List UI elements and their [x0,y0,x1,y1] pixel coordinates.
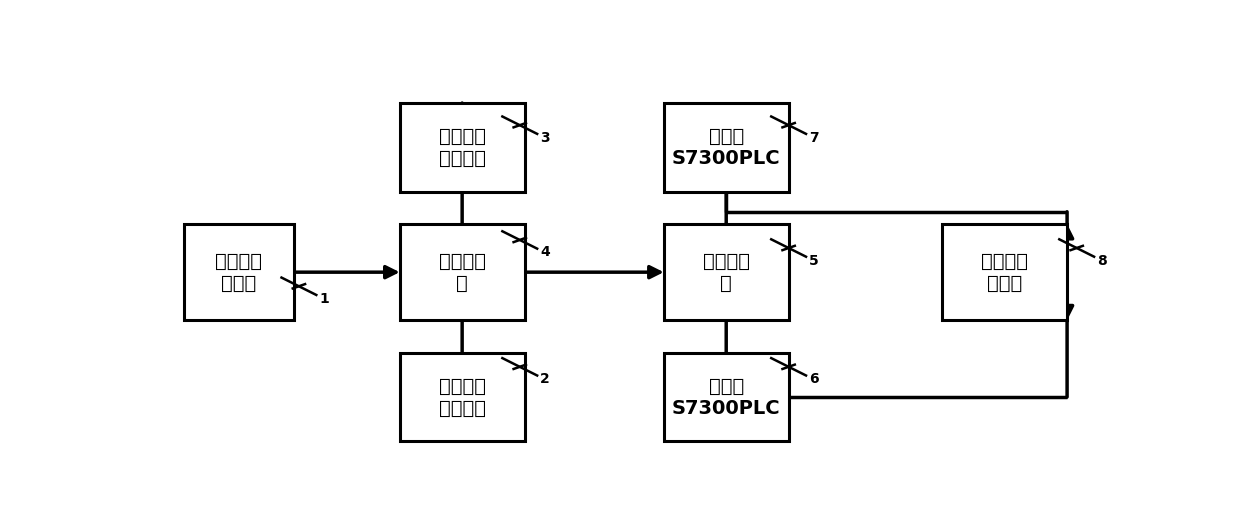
Bar [664,224,789,321]
Text: 应用服务
器: 应用服务 器 [703,252,750,293]
Text: 条烟系统
客户端: 条烟系统 客户端 [981,252,1028,293]
Text: 车间管理
客户端: 车间管理 客户端 [216,252,263,293]
Text: 管理服务
器: 管理服务 器 [439,252,486,293]
Text: 收集机
S7300PLC: 收集机 S7300PLC [672,127,781,168]
Bar [943,224,1067,321]
Bar [664,103,789,191]
Bar [400,353,524,441]
Text: 4: 4 [540,245,550,259]
Text: 7: 7 [809,131,819,145]
Text: 5: 5 [809,254,819,267]
Bar [664,353,789,441]
Text: 封箱机操
作客户端: 封箱机操 作客户端 [439,377,486,417]
Bar [400,103,524,191]
Text: 6: 6 [809,372,819,386]
Text: 包装机操
作客户端: 包装机操 作客户端 [439,127,486,168]
Text: 3: 3 [540,131,550,145]
Text: 1: 1 [318,292,328,306]
Text: 提升机
S7300PLC: 提升机 S7300PLC [672,377,781,417]
Bar [183,224,294,321]
Bar [400,224,524,321]
Text: 2: 2 [540,372,550,386]
Text: 8: 8 [1097,254,1106,267]
